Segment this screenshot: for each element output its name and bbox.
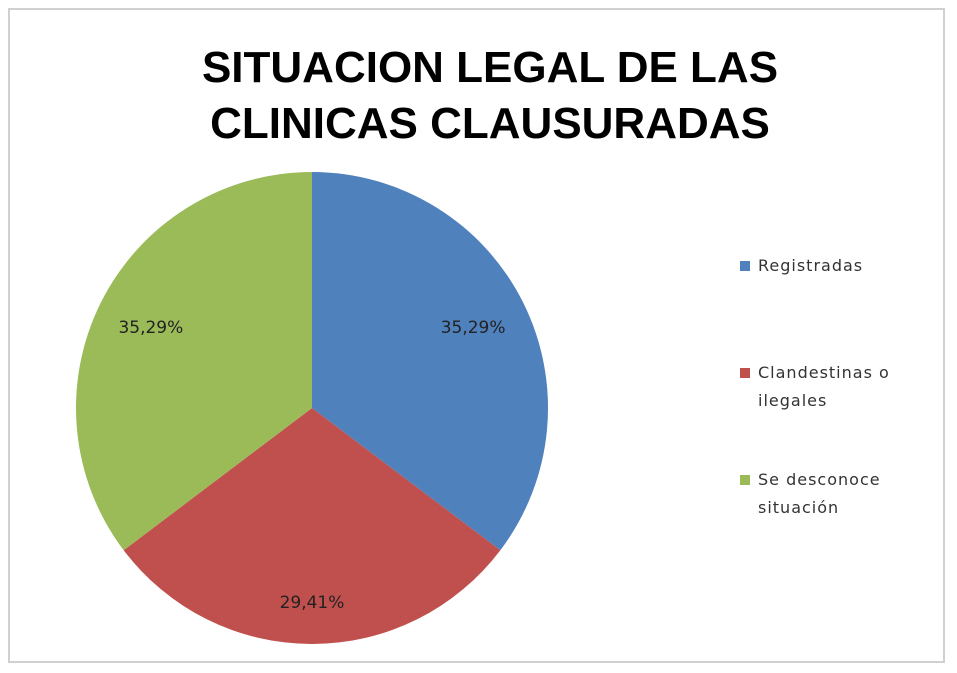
data-label: 29,41% xyxy=(280,593,345,613)
pie-slice xyxy=(123,408,501,644)
legend-swatch xyxy=(740,261,750,271)
legend-item: Registradas xyxy=(740,252,925,280)
legend-label: Se desconoce situación xyxy=(758,470,881,517)
data-label: 35,29% xyxy=(118,318,183,338)
chart-title: SITUACION LEGAL DE LAS CLINICAS CLAUSURA… xyxy=(201,43,779,148)
chart-border xyxy=(8,8,945,663)
legend-label: Registradas xyxy=(758,256,864,275)
legend-item: Se desconoce situación xyxy=(740,466,925,522)
pie-slice xyxy=(312,172,548,551)
legend-swatch xyxy=(740,475,750,485)
pie-slice xyxy=(76,172,312,551)
legend-item: Clandestinas o ilegales xyxy=(740,359,925,415)
data-label: 35,29% xyxy=(441,318,506,338)
legend-label: Clandestinas o ilegales xyxy=(758,363,890,410)
legend-swatch xyxy=(740,368,750,378)
